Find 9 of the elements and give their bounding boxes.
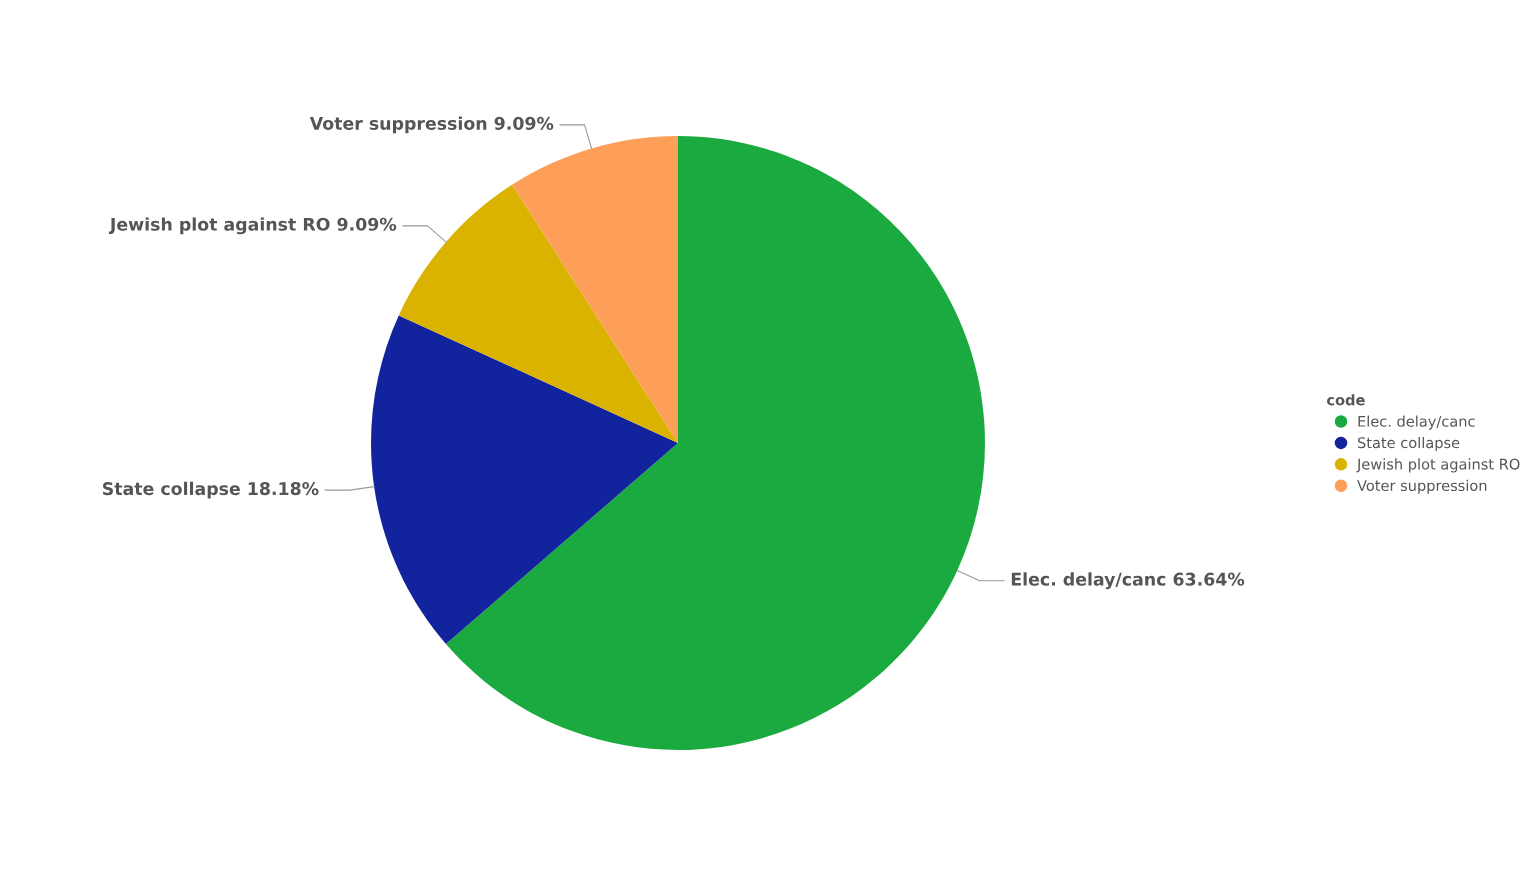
legend-label: State collapse [1357,436,1460,452]
category-label: Voter suppression 9.09% [309,116,554,134]
category-label: Elec. delay/canc 63.64% [1011,572,1245,590]
category-label: State collapse 18.18% [102,481,319,499]
legend-label: Jewish plot against RO [1356,458,1520,473]
category-label: Jewish plot against RO 9.09% [108,217,397,235]
legend-label: Elec. delay/canc [1358,415,1475,430]
legend-label: Voter suppression [1357,479,1487,494]
legend-title: code [1327,394,1365,406]
